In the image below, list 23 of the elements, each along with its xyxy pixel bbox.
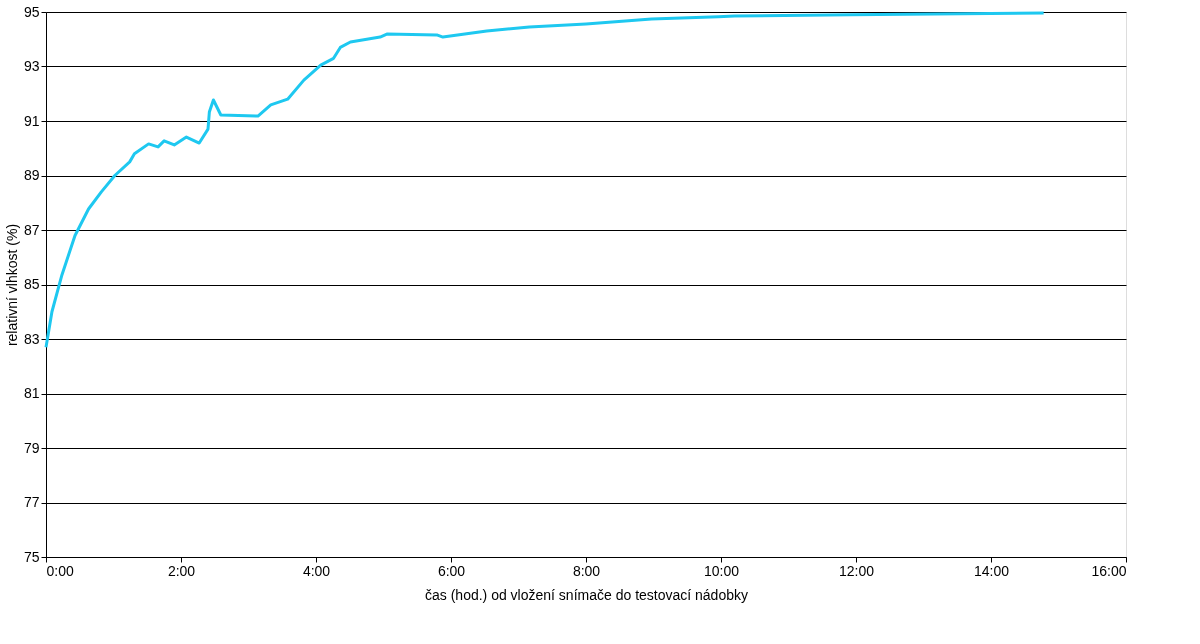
- y-tick-label: 81: [23, 385, 40, 401]
- y-tick-label: 93: [23, 58, 40, 74]
- x-tick-label: 16:00: [1091, 562, 1127, 579]
- x-tick-label: 12:00: [838, 562, 875, 579]
- x-tick-label: 0:00: [46, 562, 74, 579]
- x-tick-label: 4:00: [302, 562, 331, 579]
- y-tick-label: 79: [23, 439, 40, 456]
- y-tick-label: 83: [23, 330, 40, 347]
- y-tick-label: 95: [23, 3, 40, 20]
- x-tick-label: 6:00: [437, 562, 466, 579]
- y-tick-label: 77: [23, 494, 40, 510]
- y-tick-label: 87: [23, 221, 40, 238]
- line-series: [44, 11, 1046, 349]
- y-axis-title: relativní vlhkost (%): [3, 223, 20, 347]
- y-tick-label: 75: [23, 548, 40, 565]
- y-tick-label: 89: [23, 167, 40, 183]
- x-tick-label: 8:00: [572, 562, 601, 579]
- y-tick-label: 91: [23, 112, 40, 129]
- x-tick-label: 2:00: [167, 562, 196, 579]
- x-tick-label: 10:00: [703, 562, 740, 579]
- y-tick-label: 85: [23, 276, 40, 292]
- x-tick-label: 14:00: [973, 562, 1010, 579]
- x-axis-title: čas (hod.) od vložení snímače do testovací nádobky: [425, 586, 748, 603]
